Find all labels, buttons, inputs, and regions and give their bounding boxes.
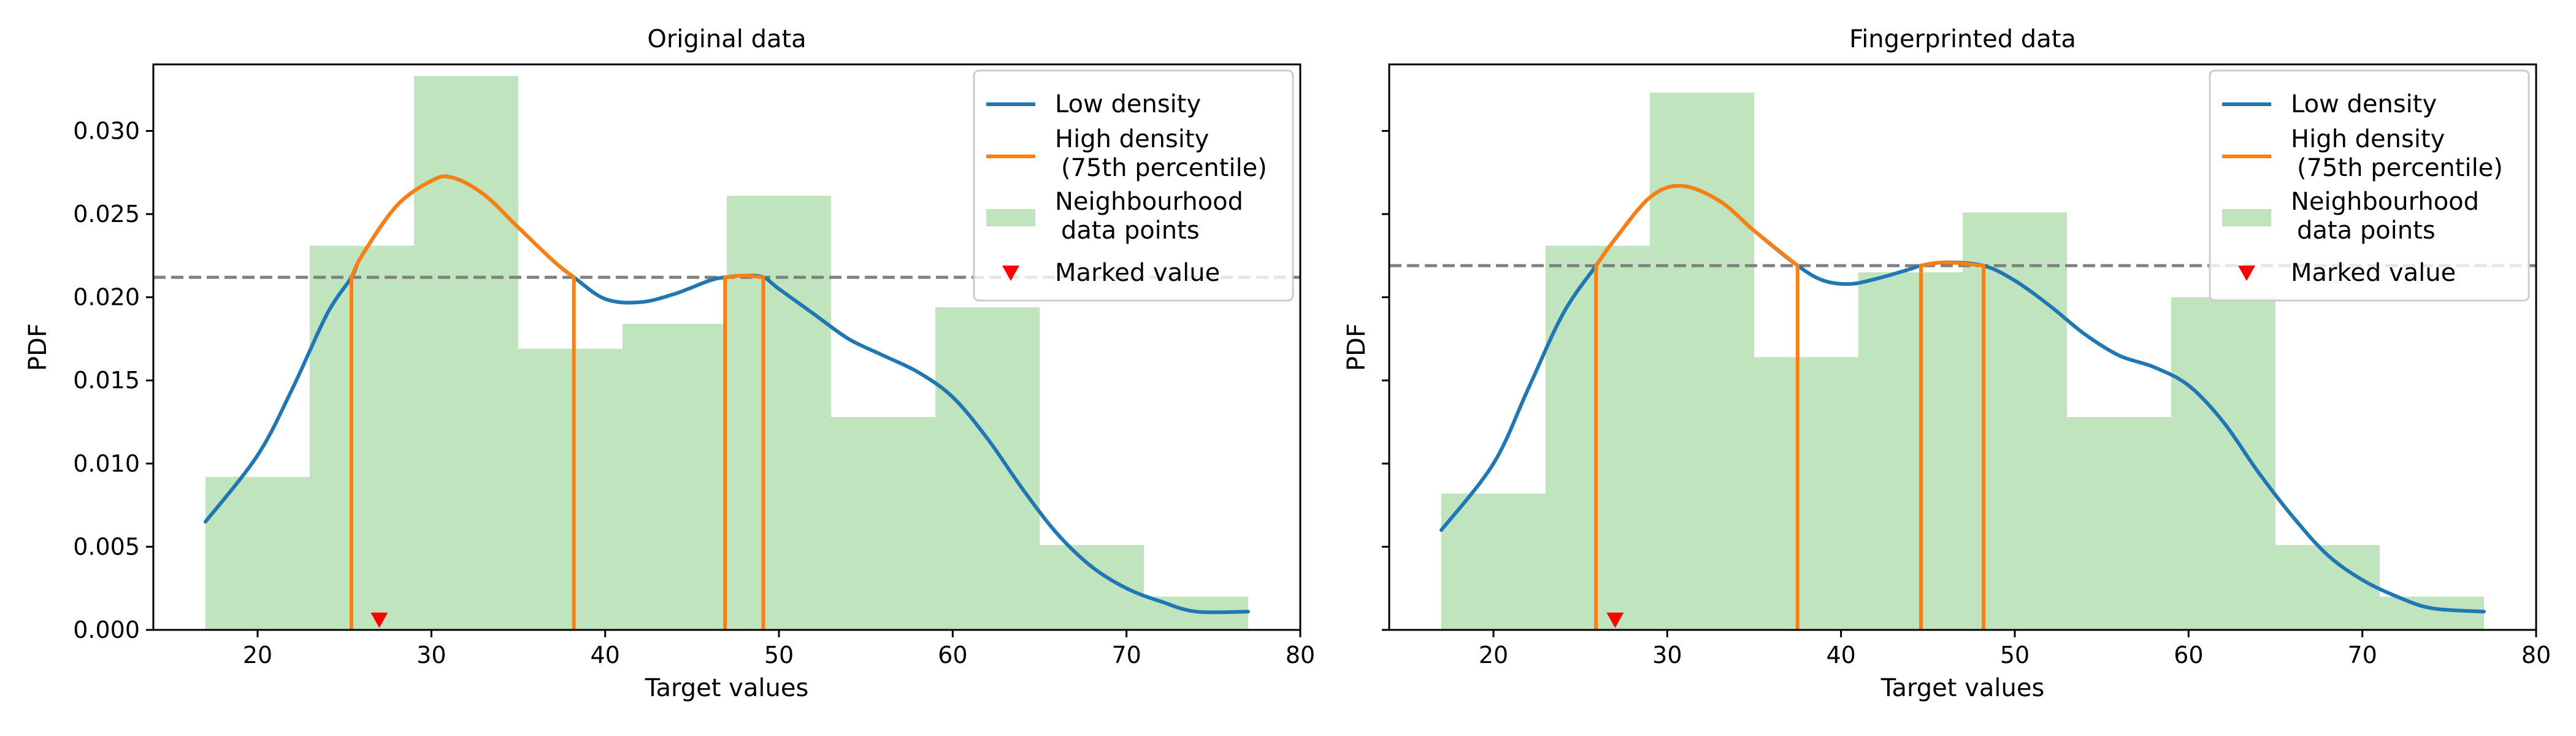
histogram-bar (1963, 212, 2067, 630)
legend-marked-value-label: Marked value (1055, 259, 1220, 287)
plot-area (1389, 93, 2536, 630)
x-tick-label: 30 (1652, 642, 1682, 669)
legend-histogram-label: Neighbourhood data points (2291, 188, 2479, 245)
y-tick-label: 0.000 (73, 616, 140, 643)
x-tick-label: 70 (2347, 642, 2377, 669)
x-axis-label: Target values (1880, 674, 2045, 702)
legend-low-density-label: Low density (1055, 90, 1201, 118)
histogram-bar (1858, 272, 1963, 630)
x-tick-label: 40 (1826, 642, 1855, 669)
y-tick-label: 0.020 (73, 284, 140, 311)
histogram-bar (2275, 545, 2380, 630)
histogram-bar (310, 245, 414, 630)
marked-value-marker (1606, 612, 1624, 628)
x-tick-label: 70 (1111, 642, 1141, 669)
plot-area (153, 75, 1300, 630)
marked-value-marker (370, 612, 388, 628)
legend-marked-value-swatch (1002, 266, 1019, 281)
legend-low-density-label: Low density (2291, 90, 2437, 118)
high-density-curve (350, 174, 576, 280)
x-axis-label: Target values (645, 674, 809, 702)
histogram-bar (1650, 93, 1754, 630)
high-density-curve (1919, 260, 1985, 268)
x-tick-label: 60 (938, 642, 967, 669)
histogram-bar (831, 416, 935, 630)
histogram-bar (935, 307, 1040, 630)
histogram-bar (1754, 357, 1858, 630)
y-tick-label: 0.015 (73, 367, 140, 394)
histogram-bar (2067, 416, 2171, 630)
x-tick-label: 40 (590, 642, 619, 669)
y-tick-label: 0.025 (73, 201, 140, 228)
histogram-bar (518, 348, 623, 630)
x-tick-label: 50 (764, 642, 794, 669)
x-tick-label: 20 (1479, 642, 1508, 669)
chart-title: Original data (647, 25, 806, 53)
legend-marked-value-swatch (2238, 266, 2255, 281)
axes-frame (152, 63, 1301, 631)
x-tick-label: 80 (1286, 642, 1315, 669)
histogram-bar (414, 75, 518, 630)
y-tick-label: 0.030 (73, 117, 140, 144)
panel-1: 20 30 40 50 60 70 80 0.000 0.005 0.010 0.015 0.020 0… (24, 25, 1315, 702)
legend-high-density-label: High density (75th percentile) (2291, 125, 2503, 182)
histogram-bar (623, 324, 727, 630)
histogram-bar (2171, 297, 2275, 630)
x-tick-label: 30 (416, 642, 446, 669)
x-tick-label: 60 (2174, 642, 2203, 669)
histogram-bar (2380, 596, 2484, 630)
legend: Low density High density (75th percentile)… (973, 69, 1294, 302)
x-tick-label: 20 (243, 642, 272, 669)
panel-2: 20 30 40 50 60 70 80 Fingerprinted data Target v… (1343, 25, 2551, 702)
y-axis-label: PDF (24, 323, 52, 371)
chart-title: Fingerprinted data (1849, 25, 2076, 53)
legend-box (973, 69, 1294, 302)
legend-box (2209, 69, 2530, 302)
x-tick-label: 80 (2521, 642, 2551, 669)
histogram-bar (205, 477, 310, 630)
x-tick-label: 50 (2000, 642, 2030, 669)
axes-frame (1388, 63, 2537, 631)
legend: Low density High density (75th percentile)… (2209, 69, 2530, 302)
legend-histogram-swatch (2222, 209, 2271, 226)
y-tick-label: 0.010 (73, 450, 140, 477)
histogram-bar (1441, 493, 1546, 630)
legend-histogram-label: Neighbourhood data points (1055, 188, 1243, 245)
high-density-curve (723, 274, 765, 280)
legend-high-density-label: High density (75th percentile) (1055, 125, 1267, 182)
legend-histogram-swatch (986, 209, 1035, 226)
y-tick-label: 0.005 (73, 533, 140, 560)
y-axis-label: PDF (1343, 323, 1371, 371)
histogram-bar (727, 196, 831, 630)
legend-marked-value-label: Marked value (2291, 259, 2456, 287)
high-density-curve (1594, 183, 1800, 268)
